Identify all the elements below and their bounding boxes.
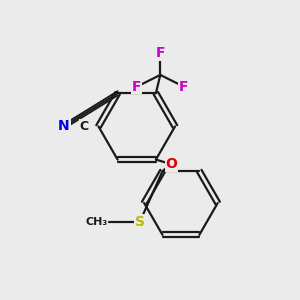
Text: S: S (135, 215, 145, 229)
Text: C: C (79, 120, 88, 133)
Text: CH₃: CH₃ (85, 217, 107, 227)
Text: F: F (132, 80, 142, 94)
Text: N: N (58, 119, 70, 134)
Text: F: F (156, 46, 165, 60)
Text: F: F (179, 80, 189, 94)
Text: O: O (165, 157, 177, 171)
